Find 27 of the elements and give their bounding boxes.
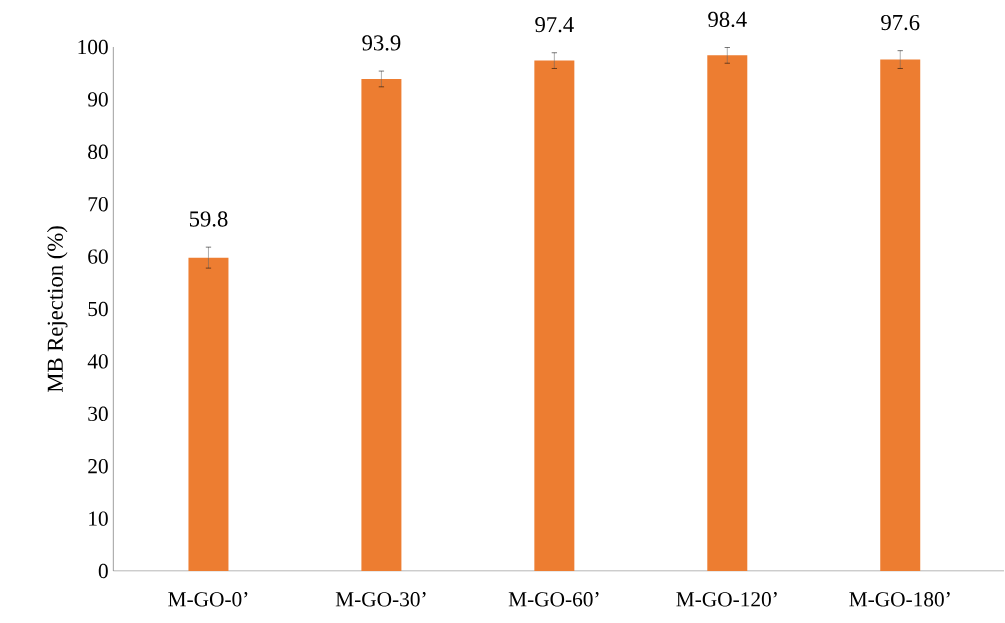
data-label: 98.4	[708, 11, 747, 28]
data-label: 59.8	[189, 211, 228, 227]
x-tick-label: M-GO-60’	[508, 592, 599, 607]
y-tick-label: 60	[88, 249, 108, 264]
y-tick-label: 10	[89, 511, 108, 526]
bar	[361, 78, 402, 571]
bar	[188, 257, 229, 571]
bar	[880, 59, 921, 571]
x-tick-label: M-GO-0’	[168, 592, 248, 607]
y-tick-label: 70	[88, 197, 108, 212]
y-tick-label: 100	[78, 39, 108, 55]
y-tick-label: 40	[87, 354, 108, 369]
x-tick-label: M-GO-180’	[849, 592, 950, 607]
data-label: 93.9	[362, 35, 401, 51]
data-label: 97.6	[881, 14, 920, 31]
y-tick-label: 90	[87, 92, 108, 107]
y-tick-label: 20	[88, 459, 108, 474]
x-tick-label: M-GO-30’	[335, 592, 426, 607]
y-tick-label: 80	[88, 144, 108, 159]
y-tick-label: 50	[88, 301, 108, 317]
bar	[534, 60, 575, 571]
x-tick-label: M-GO-120’	[676, 592, 777, 607]
data-label: 97.4	[535, 16, 574, 33]
y-tick-label: 0	[98, 563, 108, 579]
y-axis-title: MB Rejection (%)	[46, 226, 68, 393]
bar	[707, 55, 748, 571]
y-tick-label: 30	[88, 406, 108, 421]
